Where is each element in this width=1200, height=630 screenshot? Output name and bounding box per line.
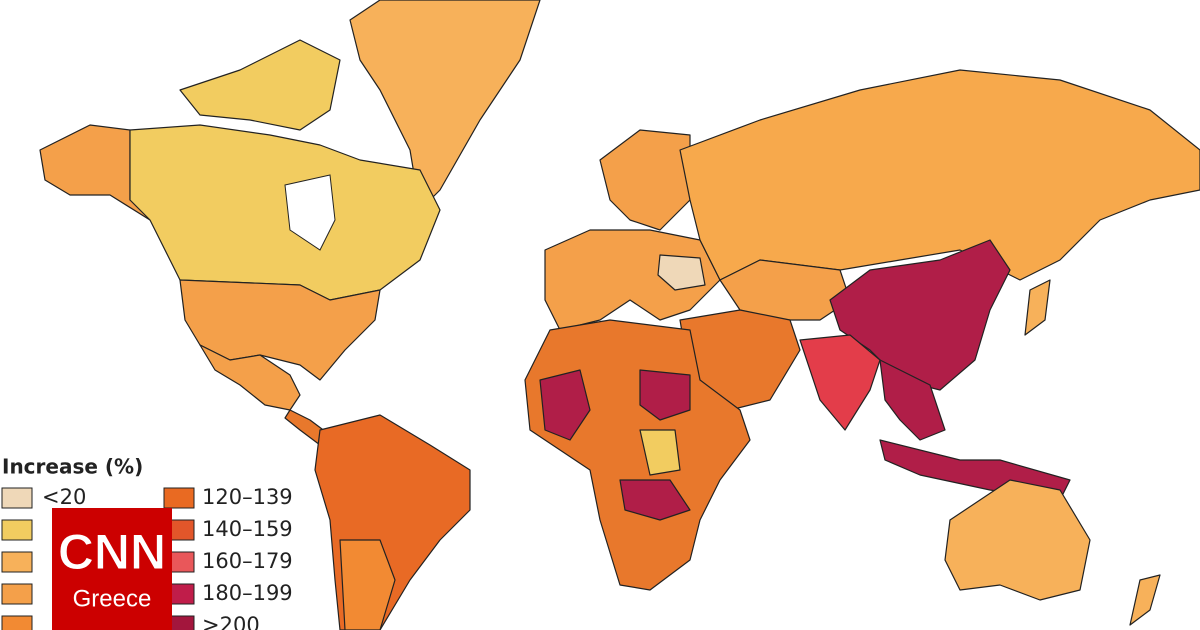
scandinavia [599,129,691,231]
greenland [349,0,541,211]
legend-swatch [1,519,33,541]
sudan [639,369,691,421]
australia [944,479,1091,601]
legend-label: <20 [42,485,86,509]
arctic-islands [179,39,341,131]
japan [1024,279,1051,336]
legend-label: 120–139 [202,485,293,509]
argentina [339,539,396,630]
legend-swatch [1,487,33,509]
legend-label: 140–159 [202,517,293,541]
logo-brand: CNN [58,524,166,580]
europe [544,229,721,331]
central-africa [639,429,681,476]
legend-swatch [1,551,33,573]
canada [129,124,441,301]
legend-label: 160–179 [202,549,293,573]
legend-label: >200 [202,613,260,630]
logo: CNN Greece [52,508,172,630]
legend-swatch [1,583,33,605]
west-africa [539,369,591,441]
southern-africa [619,479,691,521]
china [829,239,1011,391]
legend-swatch [1,615,33,630]
hudson-bay [284,174,336,251]
logo-background [52,508,172,630]
mexico [199,344,301,411]
legend-swatch [163,487,195,509]
india [799,334,881,431]
ukraine [657,254,706,291]
legend-title: Increase (%) [2,455,143,479]
logo-edition: Greece [73,585,152,612]
southeast-asia [879,359,946,441]
legend-label: 180–199 [202,581,293,605]
new-zealand [1129,574,1161,626]
